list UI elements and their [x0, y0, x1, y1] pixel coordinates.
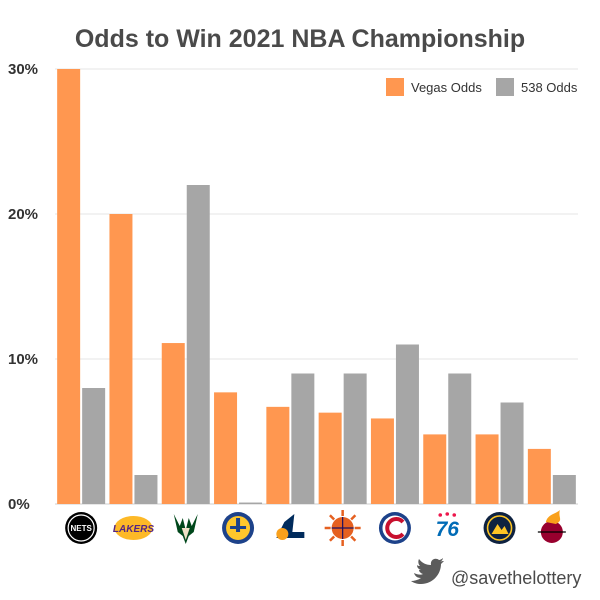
- y-tick-label: 30%: [8, 61, 38, 78]
- nuggets-logo: [483, 512, 516, 544]
- y-tick-label: 10%: [8, 351, 38, 368]
- bar-vegas-odds-76ers: [423, 434, 447, 504]
- bar-538-odds-suns: [343, 373, 367, 504]
- bar-vegas-odds-heat: [527, 448, 551, 504]
- legend: Vegas Odds 538 Odds: [386, 78, 578, 96]
- team-logos: NETS LAKERS 76: [65, 510, 566, 546]
- jazz-logo: [276, 514, 305, 540]
- bar-538-odds-nuggets: [500, 402, 524, 504]
- bucks-logo: [173, 514, 198, 544]
- bar-538-odds-jazz: [291, 373, 315, 504]
- bar-538-odds-clippers: [395, 344, 419, 504]
- bar-vegas-odds-suns: [318, 412, 342, 504]
- svg-text:76: 76: [436, 518, 460, 541]
- lakers-logo: LAKERS: [113, 516, 154, 540]
- sixers-logo: 76: [436, 512, 460, 541]
- warriors-logo: [222, 512, 255, 544]
- y-tick-label: 0%: [8, 496, 30, 513]
- bar-538-odds-nets: [82, 388, 106, 504]
- bar-vegas-odds-clippers: [370, 418, 394, 504]
- suns-logo: [324, 510, 361, 546]
- svg-text:LAKERS: LAKERS: [113, 524, 154, 535]
- bar-vegas-odds-nuggets: [475, 434, 499, 504]
- bar-vegas-odds-nets: [57, 69, 81, 504]
- legend-swatch-vegas-odds: [386, 78, 404, 96]
- legend-swatch-538-odds: [496, 78, 514, 96]
- legend-label-538-odds: 538 Odds: [521, 80, 578, 95]
- chart-title: Odds to Win 2021 NBA Championship: [75, 25, 525, 53]
- twitter-icon: [411, 558, 444, 584]
- bar-538-odds-lakers: [134, 475, 158, 504]
- nets-logo: NETS: [65, 512, 98, 544]
- bar-vegas-odds-lakers: [109, 214, 133, 504]
- y-axis-tick-labels: 0% 10% 20% 30%: [8, 61, 38, 513]
- bar-538-odds-warriors: [239, 502, 263, 504]
- bar-538-odds-76ers: [448, 373, 472, 504]
- clippers-logo: [378, 512, 411, 544]
- bar-vegas-odds-jazz: [266, 406, 290, 504]
- svg-text:NETS: NETS: [70, 524, 92, 533]
- twitter-handle: @savethelottery: [451, 568, 581, 588]
- footer-credit[interactable]: @savethelottery: [411, 558, 581, 588]
- legend-label-vegas-odds: Vegas Odds: [411, 80, 482, 95]
- heat-logo: [537, 510, 566, 543]
- bar-vegas-odds-bucks: [161, 343, 185, 504]
- bars: [57, 69, 576, 504]
- bar-538-odds-heat: [552, 475, 576, 504]
- bar-538-odds-bucks: [186, 185, 210, 504]
- y-tick-label: 20%: [8, 206, 38, 223]
- bar-vegas-odds-warriors: [214, 392, 238, 504]
